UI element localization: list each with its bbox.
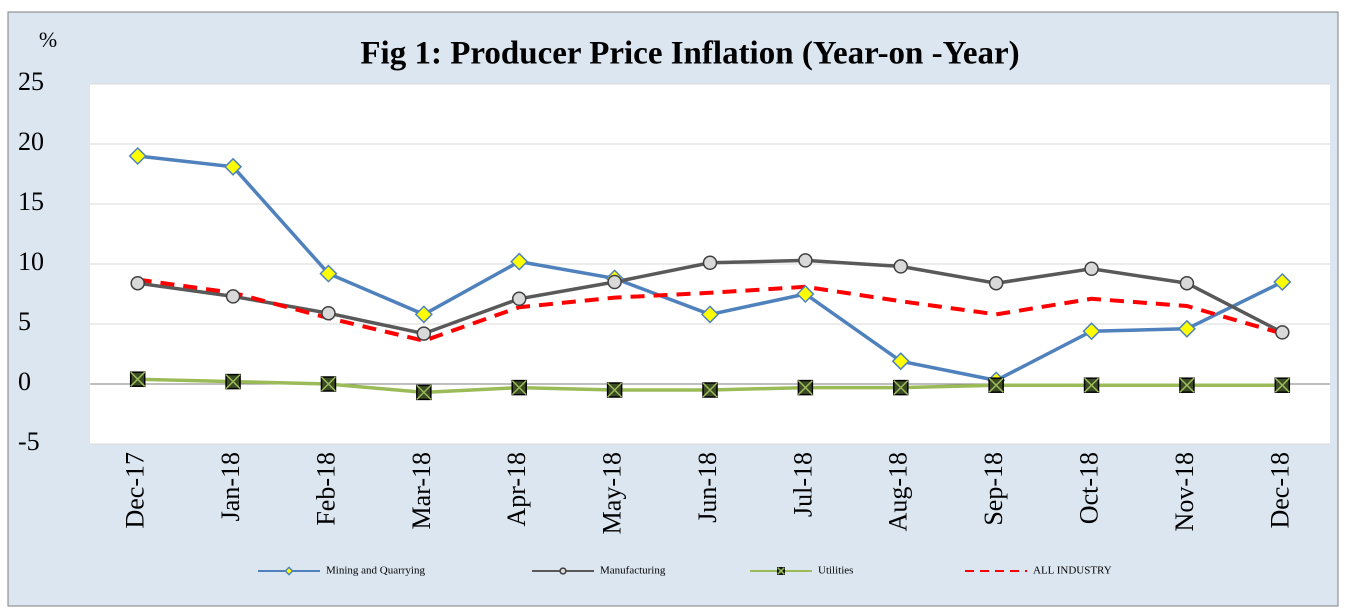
marker-cross xyxy=(130,371,146,387)
x-tick-label: Jul-18 xyxy=(788,452,817,517)
data-point xyxy=(416,384,432,401)
data-point xyxy=(284,566,294,576)
y-tick-label: 0 xyxy=(18,367,31,396)
data-point xyxy=(511,379,527,396)
x-tick-label: Feb-18 xyxy=(311,452,340,526)
data-point xyxy=(128,146,147,166)
data-point xyxy=(129,371,146,387)
x-tick-label: Mar-18 xyxy=(407,452,436,529)
data-point xyxy=(1275,325,1290,340)
marker-cross xyxy=(777,567,785,575)
data-point xyxy=(891,352,910,371)
marker-cross xyxy=(1274,377,1290,393)
data-point xyxy=(607,274,622,290)
data-point xyxy=(1179,275,1195,291)
data-point xyxy=(797,379,814,396)
data-point xyxy=(796,284,815,304)
data-point xyxy=(321,305,336,321)
data-point xyxy=(320,376,337,392)
data-point xyxy=(416,326,432,341)
legend-label: Mining and Quarrying xyxy=(326,565,425,577)
marker-cross xyxy=(702,382,718,398)
data-point xyxy=(798,253,813,268)
data-point xyxy=(414,305,433,324)
data-point xyxy=(700,305,720,324)
data-point xyxy=(225,373,241,390)
data-point xyxy=(225,289,241,304)
y-tick-label: 25 xyxy=(18,67,44,96)
data-point xyxy=(511,291,527,307)
data-point xyxy=(702,382,718,398)
x-tick-label: Jan-18 xyxy=(216,452,245,521)
x-tick-label: Aug-18 xyxy=(884,452,913,531)
series-group xyxy=(128,146,1292,401)
y-tick-label: 10 xyxy=(18,247,44,276)
legend-label: Utilities xyxy=(818,565,853,577)
data-point xyxy=(319,264,338,283)
y-tick-label: 15 xyxy=(18,187,44,216)
data-point xyxy=(130,275,145,291)
x-tick-label: May-18 xyxy=(598,452,627,534)
marker-cross xyxy=(225,374,241,390)
x-tick-label: Dec-17 xyxy=(121,452,150,529)
data-point xyxy=(893,259,909,274)
data-point xyxy=(510,252,529,271)
marker-cross xyxy=(416,384,432,400)
data-point xyxy=(559,567,567,575)
data-point xyxy=(1273,272,1292,292)
data-point xyxy=(606,382,623,398)
legend-item: Utilities xyxy=(750,565,853,577)
marker-cross xyxy=(607,382,623,398)
y-tick-label: -5 xyxy=(18,427,40,456)
x-tick-label: Oct-18 xyxy=(1075,452,1104,524)
data-point xyxy=(702,255,718,271)
legend-label: Manufacturing xyxy=(600,565,666,577)
data-point xyxy=(988,377,1004,393)
data-point xyxy=(224,157,243,176)
data-point xyxy=(777,567,785,575)
data-point xyxy=(1177,319,1196,338)
y-tick-label: 20 xyxy=(18,127,44,156)
chart-title: Fig 1: Producer Price Inflation (Year-on… xyxy=(360,36,1019,72)
y-tick-label: 5 xyxy=(18,307,31,336)
marker-cross xyxy=(1084,377,1100,393)
x-tick-label: Apr-18 xyxy=(502,452,531,527)
marker-cross xyxy=(893,380,909,396)
legend-item: Mining and Quarrying xyxy=(258,565,425,577)
marker-cross xyxy=(320,376,336,392)
legend-item: ALL INDUSTRY xyxy=(965,565,1112,577)
y-axis-label: % xyxy=(39,27,57,52)
marker-cross xyxy=(988,377,1004,393)
legend: Mining and Quarrying Manufacturing Utiliti… xyxy=(258,565,1112,577)
legend-label: ALL INDUSTRY xyxy=(1033,565,1112,577)
data-point xyxy=(1274,377,1291,393)
x-tick-label: Sep-18 xyxy=(979,452,1008,526)
data-point xyxy=(893,379,909,396)
data-point xyxy=(1179,377,1195,393)
x-tick-label: Dec-18 xyxy=(1265,452,1294,529)
data-point xyxy=(988,275,1004,291)
data-point xyxy=(1083,377,1100,393)
marker-cross xyxy=(797,380,813,396)
x-tick-label: Nov-18 xyxy=(1170,452,1199,531)
x-tick-label: Jun-18 xyxy=(693,452,722,523)
marker-cross xyxy=(1179,377,1195,393)
data-point xyxy=(1082,322,1101,341)
data-point xyxy=(1084,261,1099,277)
marker-cross xyxy=(511,380,527,396)
legend-item: Manufacturing xyxy=(532,565,666,577)
